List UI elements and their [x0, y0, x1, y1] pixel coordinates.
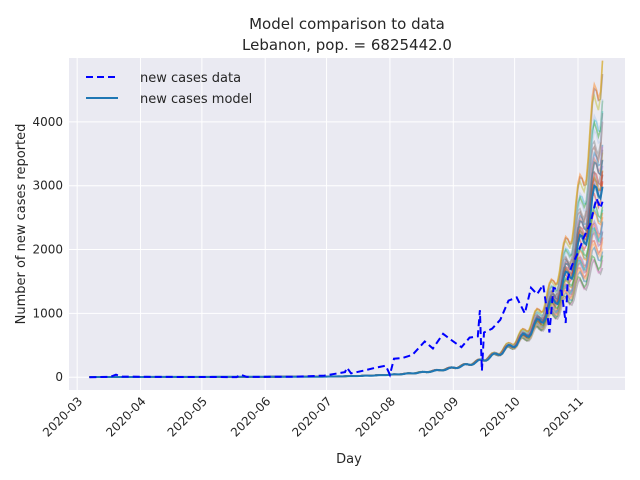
- y-tick-label: 4000: [32, 115, 63, 129]
- x-tick-label: 2020-03: [40, 394, 85, 439]
- y-tick-label: 0: [55, 370, 63, 384]
- y-tick-label: 1000: [32, 306, 63, 320]
- y-tick-labels: 0 1000 2000 3000 4000: [32, 115, 63, 384]
- y-tick-label: 3000: [32, 179, 63, 193]
- gridlines: [69, 58, 625, 390]
- x-tick-label: 2020-08: [353, 394, 398, 439]
- x-axis-label: Day: [336, 452, 362, 467]
- series-line-model: [89, 184, 604, 378]
- x-tick-label: 2020-10: [477, 394, 522, 439]
- plot-area: [69, 58, 625, 390]
- x-tick-label: 2020-07: [289, 394, 334, 439]
- x-tick-label: 2020-09: [416, 394, 461, 439]
- x-tick-label: 2020-05: [165, 394, 210, 439]
- legend-label-model: new cases model: [140, 92, 252, 107]
- x-tick-label: 2020-11: [541, 394, 586, 439]
- x-tick-label: 2020-06: [228, 394, 273, 439]
- chart-title-line2: Lebanon, pop. = 6825442.0: [242, 36, 452, 54]
- y-tick-label: 2000: [32, 243, 63, 257]
- y-axis-label: Number of new cases reported: [14, 124, 29, 325]
- series-layer: [89, 184, 604, 379]
- legend: new cases data new cases model: [86, 71, 252, 107]
- series-line-data: [89, 195, 604, 379]
- legend-label-data: new cases data: [140, 71, 241, 86]
- x-tick-labels: 2020-03 2020-04 2020-05 2020-06 2020-07 2020-…: [40, 394, 586, 439]
- x-tick-label: 2020-04: [103, 394, 148, 439]
- chart-title-line1: Model comparison to data: [249, 15, 445, 33]
